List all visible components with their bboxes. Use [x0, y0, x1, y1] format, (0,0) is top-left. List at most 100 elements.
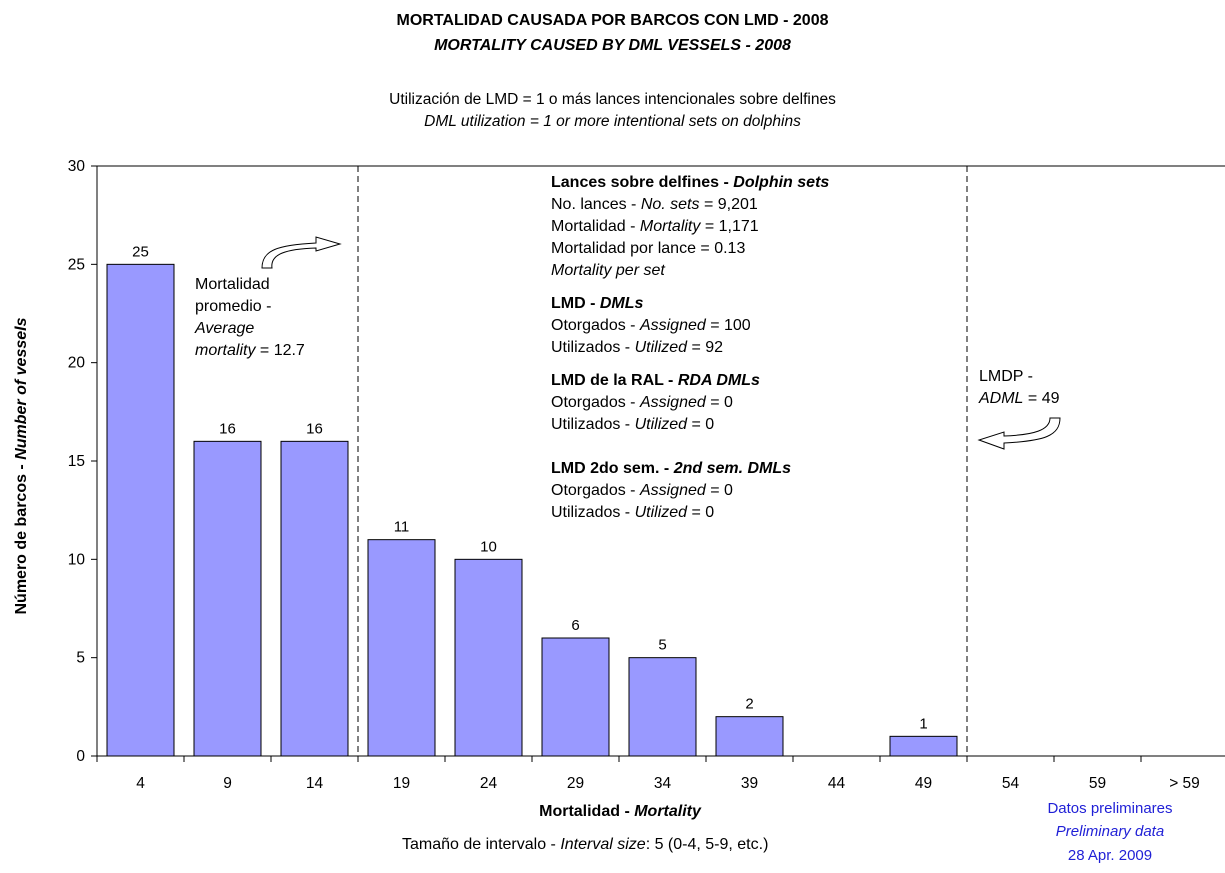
sem-assigned-en: Assigned: [639, 482, 706, 499]
x-tick-label-9: 49: [915, 775, 932, 792]
sem-utilized-en: Utilized: [634, 504, 688, 521]
sets-line: No. lances - No. sets = 9,201: [551, 194, 829, 216]
footer-preliminary-en: Preliminary data: [1055, 823, 1165, 840]
x-tick-label-2: 14: [306, 775, 324, 792]
rda-head-en: RDA DMLs: [677, 372, 760, 389]
y-axis-label: Número de barcos - Number of vessels: [13, 318, 31, 615]
y-tick-label-2: 10: [68, 551, 86, 568]
mort-en: Mortality: [639, 218, 701, 235]
mortality-line: Mortalidad - Mortality = 1,171: [551, 216, 829, 238]
curved-arrow-right-icon: [261, 236, 342, 269]
curved-arrow-left-icon: [977, 417, 1061, 450]
dml-assigned-value: = 100: [705, 317, 751, 334]
bar-4: [454, 558, 523, 757]
adml-line1: LMDP -: [979, 368, 1033, 385]
mortality-per-set-es: Mortalidad por lance = 0.13: [551, 240, 746, 257]
chart-title-english: MORTALITY CAUSED BY DML VESSELS - 2008: [434, 37, 791, 54]
interval-es: Tamaño de intervalo -: [402, 836, 561, 853]
adml-value: = 49: [1023, 390, 1060, 407]
y-tick-label-4: 20: [68, 355, 86, 372]
bar-9: [889, 735, 958, 757]
y-tick-label-6: 30: [68, 158, 86, 175]
data-label-5: 6: [571, 617, 579, 634]
avg-line1: Mortalidad: [195, 276, 270, 293]
bar-0: [106, 263, 175, 757]
data-label-7: 2: [745, 696, 753, 713]
x-tick-label-0: 4: [136, 775, 145, 792]
rda-utilized-es: Utilizados -: [551, 416, 635, 433]
data-label-1: 16: [219, 420, 236, 437]
bar-3: [367, 539, 436, 757]
average-mortality-annotation: Mortalidad promedio - Average mortality …: [195, 274, 305, 362]
y-tick-label-0: 0: [76, 748, 85, 765]
rda-assigned-es: Otorgados -: [551, 394, 640, 411]
rda-assigned: Otorgados - Assigned = 0: [551, 392, 829, 414]
bar-2: [280, 440, 349, 757]
rda-assigned-en: Assigned: [639, 394, 706, 411]
footer-date: 28 Apr. 2009: [1067, 847, 1153, 864]
dml-assigned-es: Otorgados -: [551, 317, 640, 334]
x-tick-label-3: 19: [393, 775, 410, 792]
bar-7: [715, 716, 784, 757]
interval-value: : 5 (0-4, 5-9, etc.): [645, 836, 769, 853]
sem-head-es: LMD 2do sem. -: [551, 460, 674, 477]
mort-es: Mortalidad -: [551, 218, 640, 235]
sem-assigned-value: = 0: [705, 482, 733, 499]
y-axis-label-es: Número de barcos -: [13, 459, 30, 615]
dolphin-head-es: Lances sobre delfines -: [551, 174, 734, 191]
x-axis-label: Mortalidad - Mortality: [0, 803, 1160, 821]
data-label-9: 1: [919, 715, 927, 732]
mort-value: = 1,171: [700, 218, 759, 235]
interval-size-note: Tamaño de intervalo - Interval size: 5 (…: [402, 836, 768, 854]
x-tick-label-1: 9: [223, 775, 232, 792]
bar-5: [541, 637, 610, 757]
y-tick-label-5: 25: [68, 256, 85, 273]
dolphin-sets-heading: Lances sobre delfines - Dolphin sets: [551, 172, 829, 194]
y-tick-label-1: 5: [76, 650, 85, 667]
dml-utilized-en: Utilized: [634, 339, 688, 356]
x-tick-label-8: 44: [828, 775, 846, 792]
sem-utilized-value: = 0: [687, 504, 715, 521]
avg-line4-label: mortality: [195, 342, 256, 359]
adml-annotation: LMDP - ADML = 49: [979, 366, 1059, 410]
bar-1: [193, 440, 262, 757]
x-axis-label-en: Mortality: [634, 803, 701, 820]
adml-line2: ADML = 49: [979, 388, 1059, 410]
chart-title: MORTALIDAD CAUSADA POR BARCOS CON LMD - …: [396, 12, 829, 29]
sem-utilized: Utilizados - Utilized = 0: [551, 502, 829, 524]
y-axis-label-en: Number of vessels: [13, 317, 30, 460]
avg-line4-value: = 12.7: [255, 342, 305, 359]
sets-value: = 9,201: [699, 196, 758, 213]
x-tick-label-6: 34: [654, 775, 672, 792]
adml-label: ADML: [979, 390, 1024, 407]
rda-head-es: LMD de la RAL -: [551, 372, 678, 389]
x-tick-label-11: 59: [1089, 775, 1106, 792]
chart-subtitle-english: DML utilization = 1 or more intentional …: [424, 113, 801, 130]
x-tick-label-4: 24: [480, 775, 498, 792]
x-tick-label-7: 39: [741, 775, 758, 792]
avg-line2: promedio -: [195, 298, 272, 315]
avg-line3: Average: [195, 320, 255, 337]
dml-head-en: DMLs: [599, 295, 644, 312]
dml-head-es: LMD -: [551, 295, 600, 312]
data-label-2: 16: [306, 420, 323, 437]
x-axis-label-es: Mortalidad -: [539, 803, 635, 820]
data-label-3: 11: [394, 519, 410, 536]
dolphin-head-en: Dolphin sets: [733, 174, 830, 191]
x-tick-label-10: 54: [1002, 775, 1020, 792]
x-tick-label-12: > 59: [1169, 775, 1200, 792]
rda-utilized-en: Utilized: [634, 416, 688, 433]
bar-6: [628, 657, 697, 757]
sets-en: No. sets: [640, 196, 700, 213]
sem-head-en: 2nd sem. DMLs: [673, 460, 792, 477]
y-tick-label-3: 15: [68, 453, 85, 470]
x-tick-label-5: 29: [567, 775, 584, 792]
chart-subtitle: Utilización de LMD = 1 o más lances inte…: [389, 91, 836, 108]
rda-assigned-value: = 0: [705, 394, 733, 411]
sem-assigned: Otorgados - Assigned = 0: [551, 480, 829, 502]
sem-assigned-es: Otorgados -: [551, 482, 640, 499]
dml-utilized-es: Utilizados -: [551, 339, 635, 356]
data-label-6: 5: [658, 637, 666, 654]
interval-en: Interval size: [560, 836, 646, 853]
